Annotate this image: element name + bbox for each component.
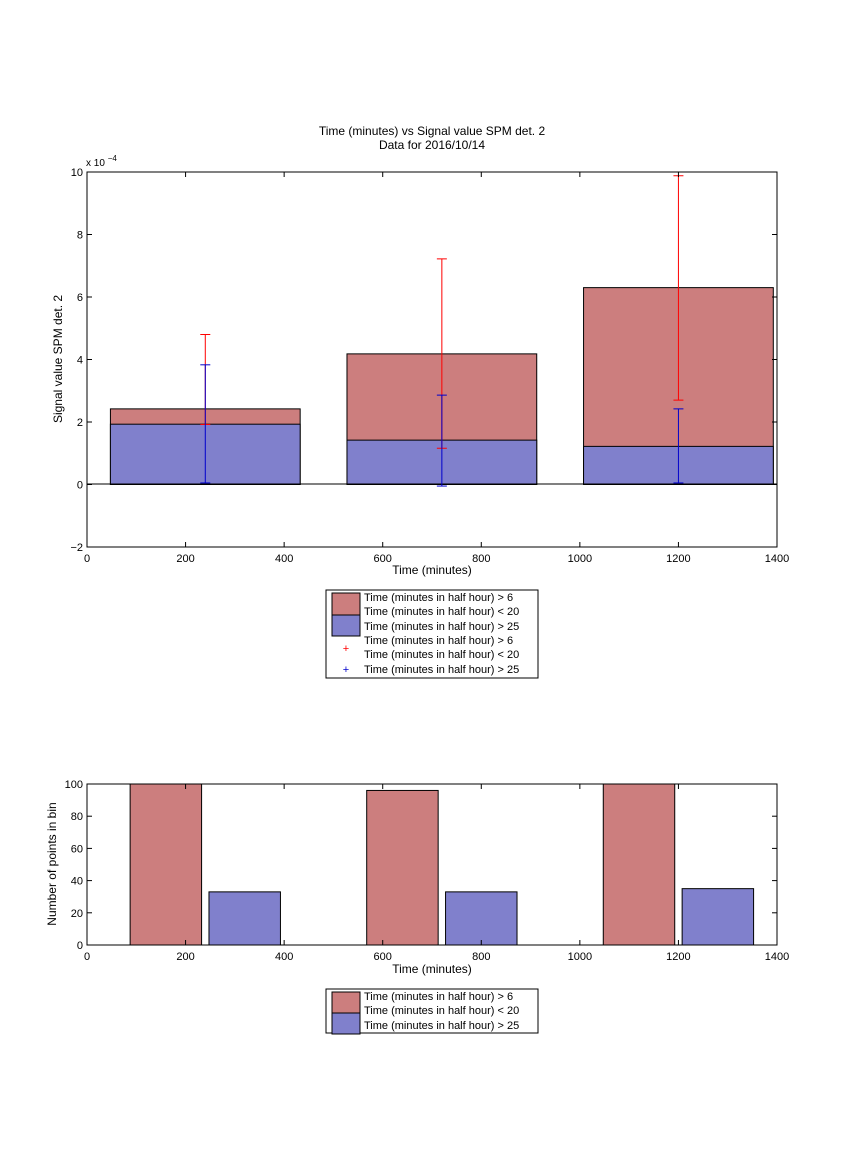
legend-label: Time (minutes in half hour) < 20 [364,1005,519,1017]
x-tick-label: 600 [374,951,392,963]
x-axis-label: Time (minutes) [392,563,472,577]
y-axis-label: Number of points in bin [45,802,59,925]
y-tick-label: 8 [77,230,83,242]
x-axis-label: Time (minutes) [392,962,472,976]
count-bar-blue [208,891,281,946]
count-bar-blue [681,888,755,946]
y-tick-label: 6 [77,292,83,304]
y-tick-label: 40 [71,876,83,888]
x-ticks: 0 200 400 600 800 1000 1200 1400 [84,172,789,565]
count-bar-red [602,783,676,946]
legend-label: Time (minutes in half hour) < 20 [364,649,519,661]
count-bar-red [366,789,439,946]
y-ticks: 0 20 40 60 80 100 [65,779,777,952]
legend-box [325,589,539,679]
y-tick-label: 4 [77,355,83,367]
count-chart: 0 200 400 600 800 1000 1200 1400 0 20 40 60 80 100 T… [45,779,789,1035]
x-tick-label: 1400 [765,951,789,963]
x-tick-label: 200 [176,951,194,963]
x-tick-label: 0 [84,951,90,963]
legend-label: Time (minutes in half hour) > 25 [364,664,519,676]
y-tick-label: 80 [71,811,83,823]
legend-marker-red: + [343,643,349,655]
x-tick-label: 800 [472,553,490,565]
x-tick-label: 1000 [568,553,592,565]
legend-box [325,988,539,1034]
x-tick-label: 800 [472,951,490,963]
error-bars [200,175,684,487]
bars [129,783,755,946]
y-tick-label: 20 [71,908,83,920]
y-tick-label: 0 [77,480,83,492]
x-tick-label: 600 [374,553,392,565]
chart-subtitle: Data for 2016/10/14 [379,138,485,152]
x-tick-label: 1400 [765,553,789,565]
x-ticks: 0 200 400 600 800 1000 1200 1400 [84,784,789,963]
x-tick-label: 0 [84,553,90,565]
y-exponent-power: −4 [108,154,118,163]
legend-swatch-red [331,991,361,1014]
chart-title: Time (minutes) vs Signal value SPM det. … [319,124,546,138]
y-ticks: −2 0 2 4 6 8 10 [70,167,777,554]
x-tick-label: 1200 [666,553,690,565]
x-tick-label: 400 [275,951,293,963]
plot-frame [86,783,778,946]
y-tick-label: 100 [65,779,83,791]
y-tick-label: −2 [70,542,83,554]
legend-label: Time (minutes in half hour) > 6 [364,635,513,647]
legend: Time (minutes in half hour) > 6 Time (mi… [325,988,539,1035]
y-tick-label: 10 [71,167,83,179]
legend-swatch-blue [331,1012,361,1035]
legend: Time (minutes in half hour) > 6 Time (mi… [325,589,539,679]
y-tick-label: 2 [77,417,83,429]
count-bar-red [129,783,203,946]
legend-label: Time (minutes in half hour) > 6 [364,592,513,604]
legend-label: Time (minutes in half hour) > 6 [364,991,513,1003]
legend-label: Time (minutes in half hour) > 25 [364,1020,519,1032]
legend-marker-blue: + [343,664,349,676]
signal-chart: Time (minutes) vs Signal value SPM det. … [51,124,789,679]
x-tick-label: 400 [275,553,293,565]
count-bar-blue [445,891,518,946]
x-tick-label: 1000 [568,951,592,963]
legend-label: Time (minutes in half hour) < 20 [364,606,519,618]
y-exponent-base: x 10 [86,158,105,169]
x-tick-label: 200 [176,553,194,565]
y-exponent: x 10 −4 [86,154,117,169]
legend-swatch-red [331,592,361,616]
y-tick-label: 60 [71,843,83,855]
legend-label: Time (minutes in half hour) > 25 [364,621,519,633]
y-tick-label: 0 [77,940,83,952]
y-axis-label: Signal value SPM det. 2 [51,295,65,423]
x-tick-label: 1200 [666,951,690,963]
legend-swatch-blue [331,614,361,637]
